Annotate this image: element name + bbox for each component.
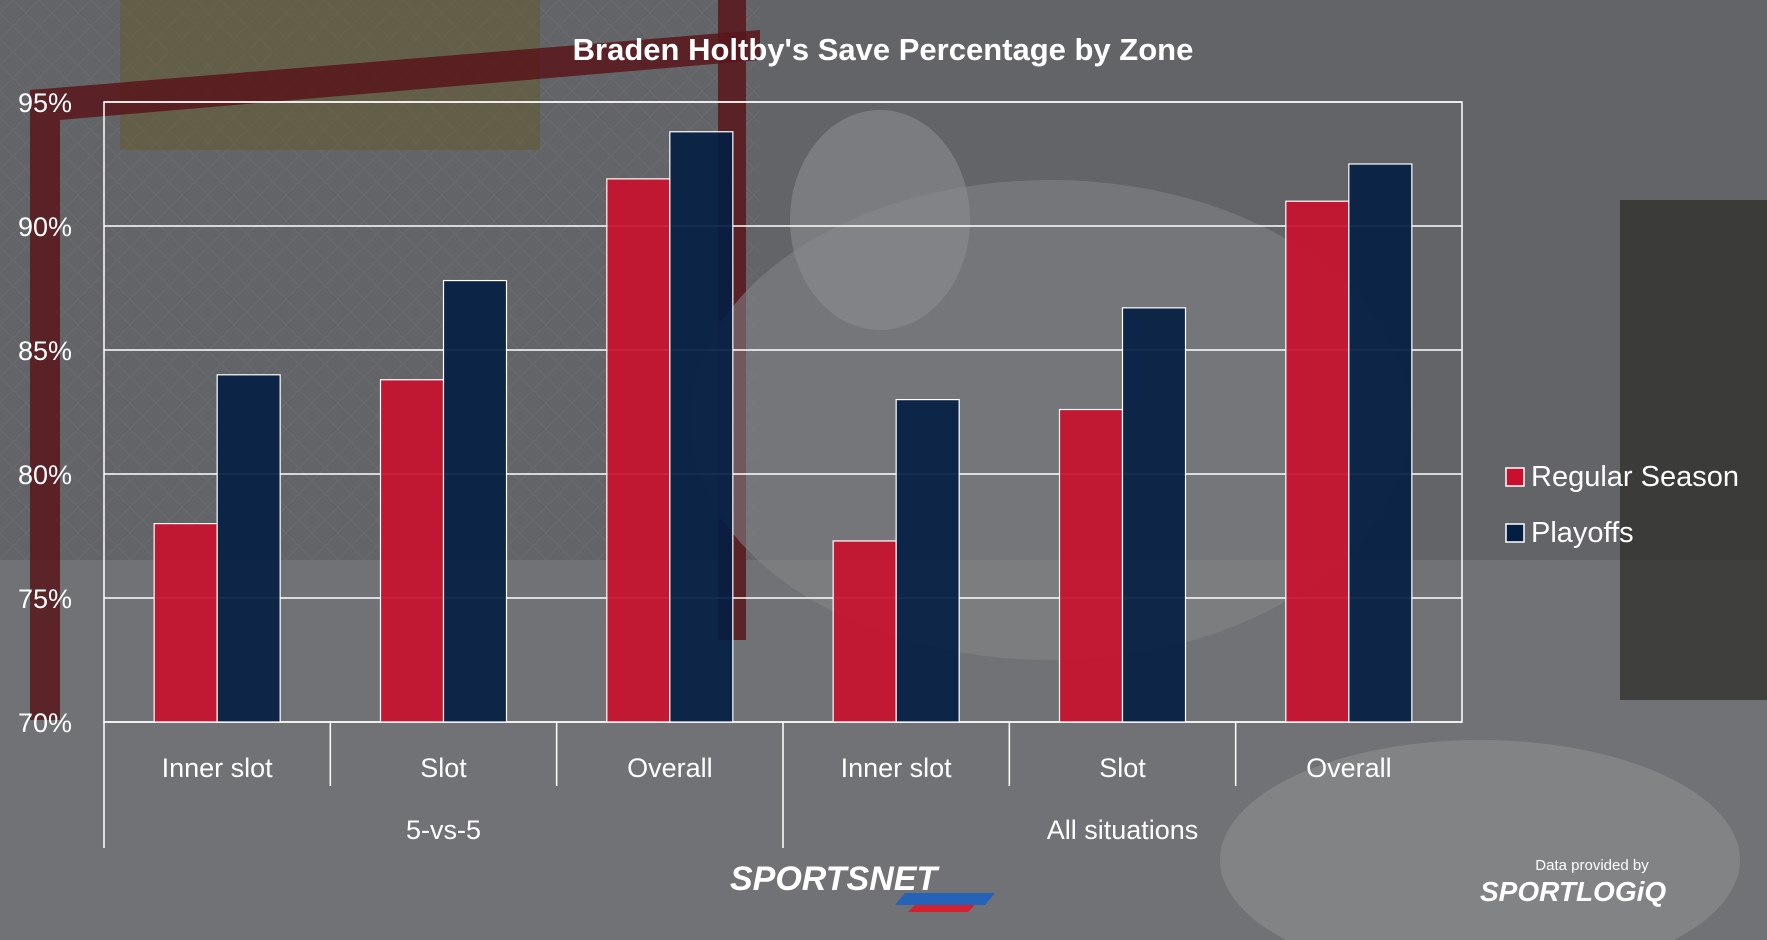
- x-axis: Inner slot Slot Overall Inner slot Slot Overa…: [103, 722, 1392, 848]
- legend: Regular Season Playoffs: [1505, 461, 1739, 549]
- legend-label: Playoffs: [1531, 517, 1634, 549]
- y-tick-label: 80%: [18, 460, 72, 490]
- x-tick-label: Inner slot: [841, 753, 953, 783]
- y-axis-ticks: 70% 75% 80% 85% 90% 95%: [18, 88, 72, 738]
- y-tick-label: 70%: [18, 708, 72, 738]
- x-tick-label: Overall: [627, 753, 713, 783]
- group-label: All situations: [1047, 815, 1199, 845]
- legend-swatch: [1505, 467, 1525, 487]
- bar-regular-season: [1285, 200, 1350, 723]
- sportsnet-swoosh-blue: [895, 893, 995, 905]
- x-tick-label: Slot: [1099, 753, 1146, 783]
- bar-regular-season: [606, 178, 671, 723]
- y-tick-label: 85%: [18, 336, 72, 366]
- y-tick-label: 90%: [18, 212, 72, 242]
- gridlines: [103, 101, 1463, 723]
- y-tick-label: 75%: [18, 584, 72, 614]
- x-tick-label: Inner slot: [162, 753, 274, 783]
- bar-playoffs: [669, 131, 734, 723]
- bar-regular-season: [379, 379, 445, 723]
- bar-playoffs: [442, 279, 508, 723]
- x-tick-label: Overall: [1306, 753, 1392, 783]
- bar-playoffs: [1121, 307, 1187, 723]
- bar-regular-season: [1058, 408, 1124, 723]
- sportlogiq-credit: Data provided by SPORTLOGiQ: [1480, 857, 1666, 907]
- bar-regular-season: [153, 522, 218, 723]
- sportlogiq-logo-text: SPORTLOGiQ: [1480, 876, 1666, 907]
- y-tick-label: 95%: [18, 88, 72, 118]
- group-label: 5-vs-5: [406, 815, 481, 845]
- x-tick-label: Slot: [420, 753, 467, 783]
- sportsnet-logo: SPORTSNET: [730, 860, 995, 912]
- chart-title: Braden Holtby's Save Percentage by Zone: [573, 32, 1194, 67]
- sportsnet-swoosh-red: [908, 905, 975, 912]
- bar-regular-season: [832, 540, 897, 723]
- bar-playoffs: [216, 374, 281, 723]
- bars: [153, 131, 1413, 723]
- legend-swatch: [1505, 523, 1525, 543]
- data-credit-text: Data provided by: [1535, 857, 1649, 874]
- bar-playoffs: [1348, 163, 1413, 723]
- bar-playoffs: [895, 399, 960, 723]
- plot-frame: [103, 101, 1463, 723]
- legend-label: Regular Season: [1531, 461, 1739, 493]
- sportsnet-logo-text: SPORTSNET: [730, 860, 940, 898]
